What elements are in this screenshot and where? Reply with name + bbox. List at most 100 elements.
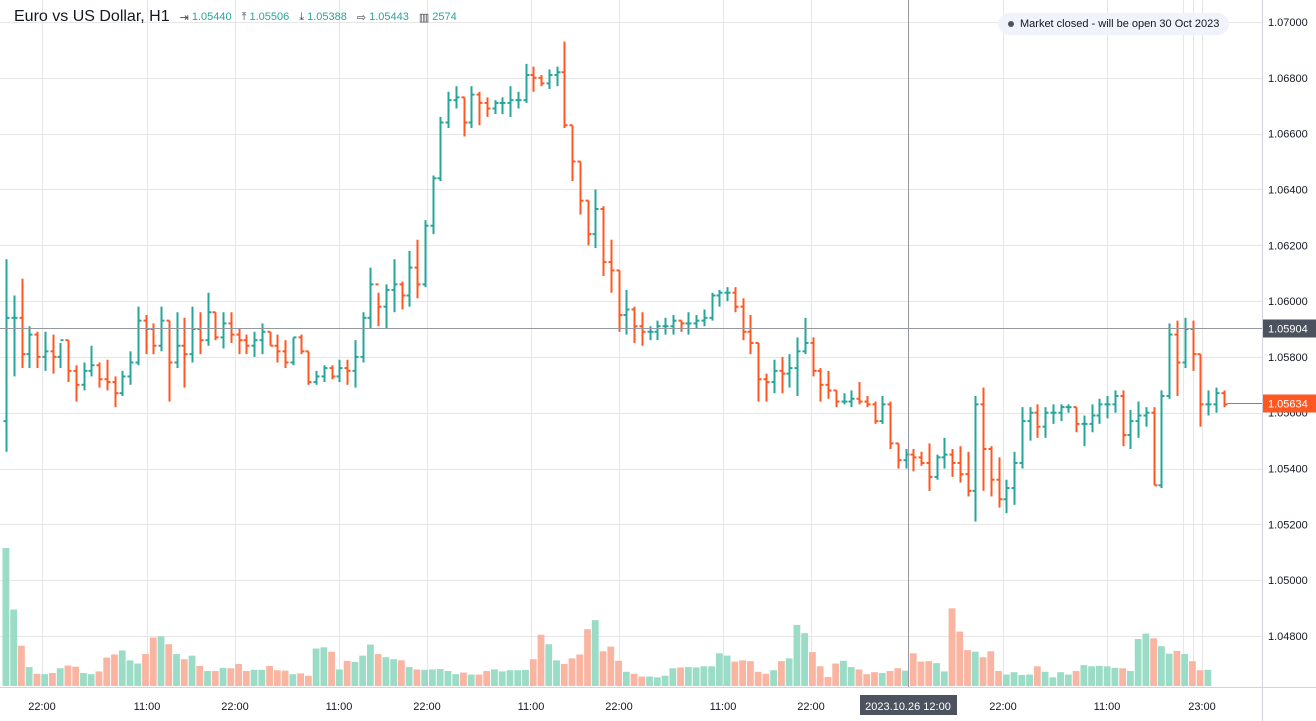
ohlc-bar: [662, 317, 669, 335]
grid-lines: [0, 0, 1262, 687]
ohlc-bar: [1221, 390, 1228, 408]
volume-bar: [273, 670, 281, 686]
ohlc-bar: [538, 75, 545, 87]
ohlc-bar: [367, 267, 374, 329]
volume-bar: [653, 677, 661, 686]
volume-bar: [1049, 677, 1057, 686]
volume-bar: [374, 654, 382, 686]
volume-bar: [902, 670, 909, 686]
volume-bar: [584, 629, 591, 686]
ohlc-bar: [282, 340, 289, 369]
volume-bar: [188, 655, 196, 686]
volume-bar: [1189, 661, 1196, 686]
ohlc-bar: [833, 389, 840, 408]
volume-bar: [134, 663, 142, 686]
ohlc-bar: [895, 442, 902, 469]
ohlc-bar: [716, 289, 723, 307]
volume-bar: [715, 653, 723, 686]
ohlc-bar: [926, 443, 933, 491]
volume-bar: [971, 651, 979, 686]
volume-bar: [304, 675, 312, 686]
market-status-text: Market closed - will be open 30 Oct 2023: [1020, 18, 1220, 30]
volume-bar: [909, 653, 917, 686]
ohlc-bar: [864, 395, 871, 408]
ohlc-bar: [499, 97, 506, 115]
time-axis: 22:00 11:00 22:00 11:00 22:00 11:00 22:00 11:00…: [0, 687, 1316, 715]
time-tick-label: 22:00: [413, 701, 441, 713]
volume-bar: [591, 620, 599, 686]
ohlc-bar: [996, 457, 1003, 508]
volume-stat: ▥ 2574: [419, 11, 457, 24]
volume-bar: [669, 668, 677, 686]
time-tick-label: 11:00: [710, 701, 737, 713]
ohlc-bar: [1197, 353, 1204, 427]
ohlc-bar: [205, 292, 212, 346]
ohlc-bar: [693, 315, 700, 329]
market-status-badge[interactable]: Market closed - will be open 30 Oct 2023: [998, 13, 1230, 35]
volume-bar: [1103, 666, 1111, 686]
volume-bar: [576, 654, 584, 686]
ohlc-bar: [1135, 401, 1142, 438]
ohlc-bar: [685, 312, 692, 335]
volume-bar: [80, 672, 87, 686]
price-tick-label: 1.06000: [1268, 296, 1308, 308]
volume-bar: [630, 673, 638, 686]
ohlc-bar: [1127, 409, 1134, 450]
volume-bar: [847, 667, 855, 686]
volume-bar: [778, 661, 785, 686]
volume-bar: [948, 608, 956, 686]
volume-bar: [1196, 670, 1204, 686]
volume-bar: [1064, 674, 1072, 686]
low-value: 1.05388: [307, 11, 347, 23]
ohlc-bar: [879, 395, 886, 424]
ohlc-bar: [678, 319, 685, 332]
ohlc-bar: [236, 329, 243, 355]
volume-bar: [599, 651, 607, 686]
volume-bar: [41, 674, 49, 686]
ohlc-bar: [1081, 415, 1088, 447]
ohlc-bar: [468, 86, 475, 129]
ohlc-bar: [1104, 395, 1111, 419]
ohlc-bar: [1213, 387, 1220, 413]
ohlc-bar: [1205, 390, 1212, 416]
symbol-title[interactable]: Euro vs US Dollar, H1: [14, 8, 170, 25]
volume-bar: [351, 661, 359, 686]
ohlc-bar: [430, 175, 437, 235]
ohlc-bar: [135, 306, 142, 366]
ohlc-bar: [1073, 406, 1080, 433]
ohlc-bar: [794, 337, 801, 396]
ohlc-bar: [57, 339, 64, 369]
volume-bar: [398, 660, 405, 686]
ohlc-bar: [220, 312, 227, 349]
volume-bar: [1142, 633, 1150, 686]
ohlc-bar: [608, 239, 615, 293]
ohlc-bar: [724, 287, 731, 302]
time-tick-label: 22:00: [221, 701, 249, 713]
high-stat: ⤒ 1.05506: [242, 11, 290, 24]
ohlc-bar: [73, 365, 80, 402]
crosshair: [0, 0, 1262, 687]
volume-bar: [692, 667, 700, 686]
ohlc-bar: [1050, 404, 1057, 424]
open-arrow-icon: ⇥: [179, 11, 189, 24]
time-tick-label: 22:00: [989, 701, 1017, 713]
ohlc-bar: [654, 320, 661, 341]
volume-bar: [436, 669, 444, 686]
volume-bar: [2, 548, 10, 686]
volume-bar: [72, 666, 80, 686]
ohlc-bar: [352, 340, 359, 388]
ohlc-bar: [763, 373, 770, 402]
price-tick-label: 1.06400: [1268, 184, 1308, 196]
ohlc-bar: [600, 206, 607, 276]
ohlc-bar: [965, 451, 972, 497]
price-tick-label: 1.05800: [1268, 352, 1308, 364]
ohlc-bar: [321, 365, 328, 383]
volume-bar: [801, 633, 809, 686]
time-tick-label: 11:00: [134, 701, 161, 713]
price-bars: [3, 41, 1228, 522]
ohlc-bar: [1027, 407, 1034, 441]
volume-bar: [196, 665, 204, 686]
ohlc-bar: [546, 69, 553, 89]
volume-bar: [390, 659, 398, 686]
